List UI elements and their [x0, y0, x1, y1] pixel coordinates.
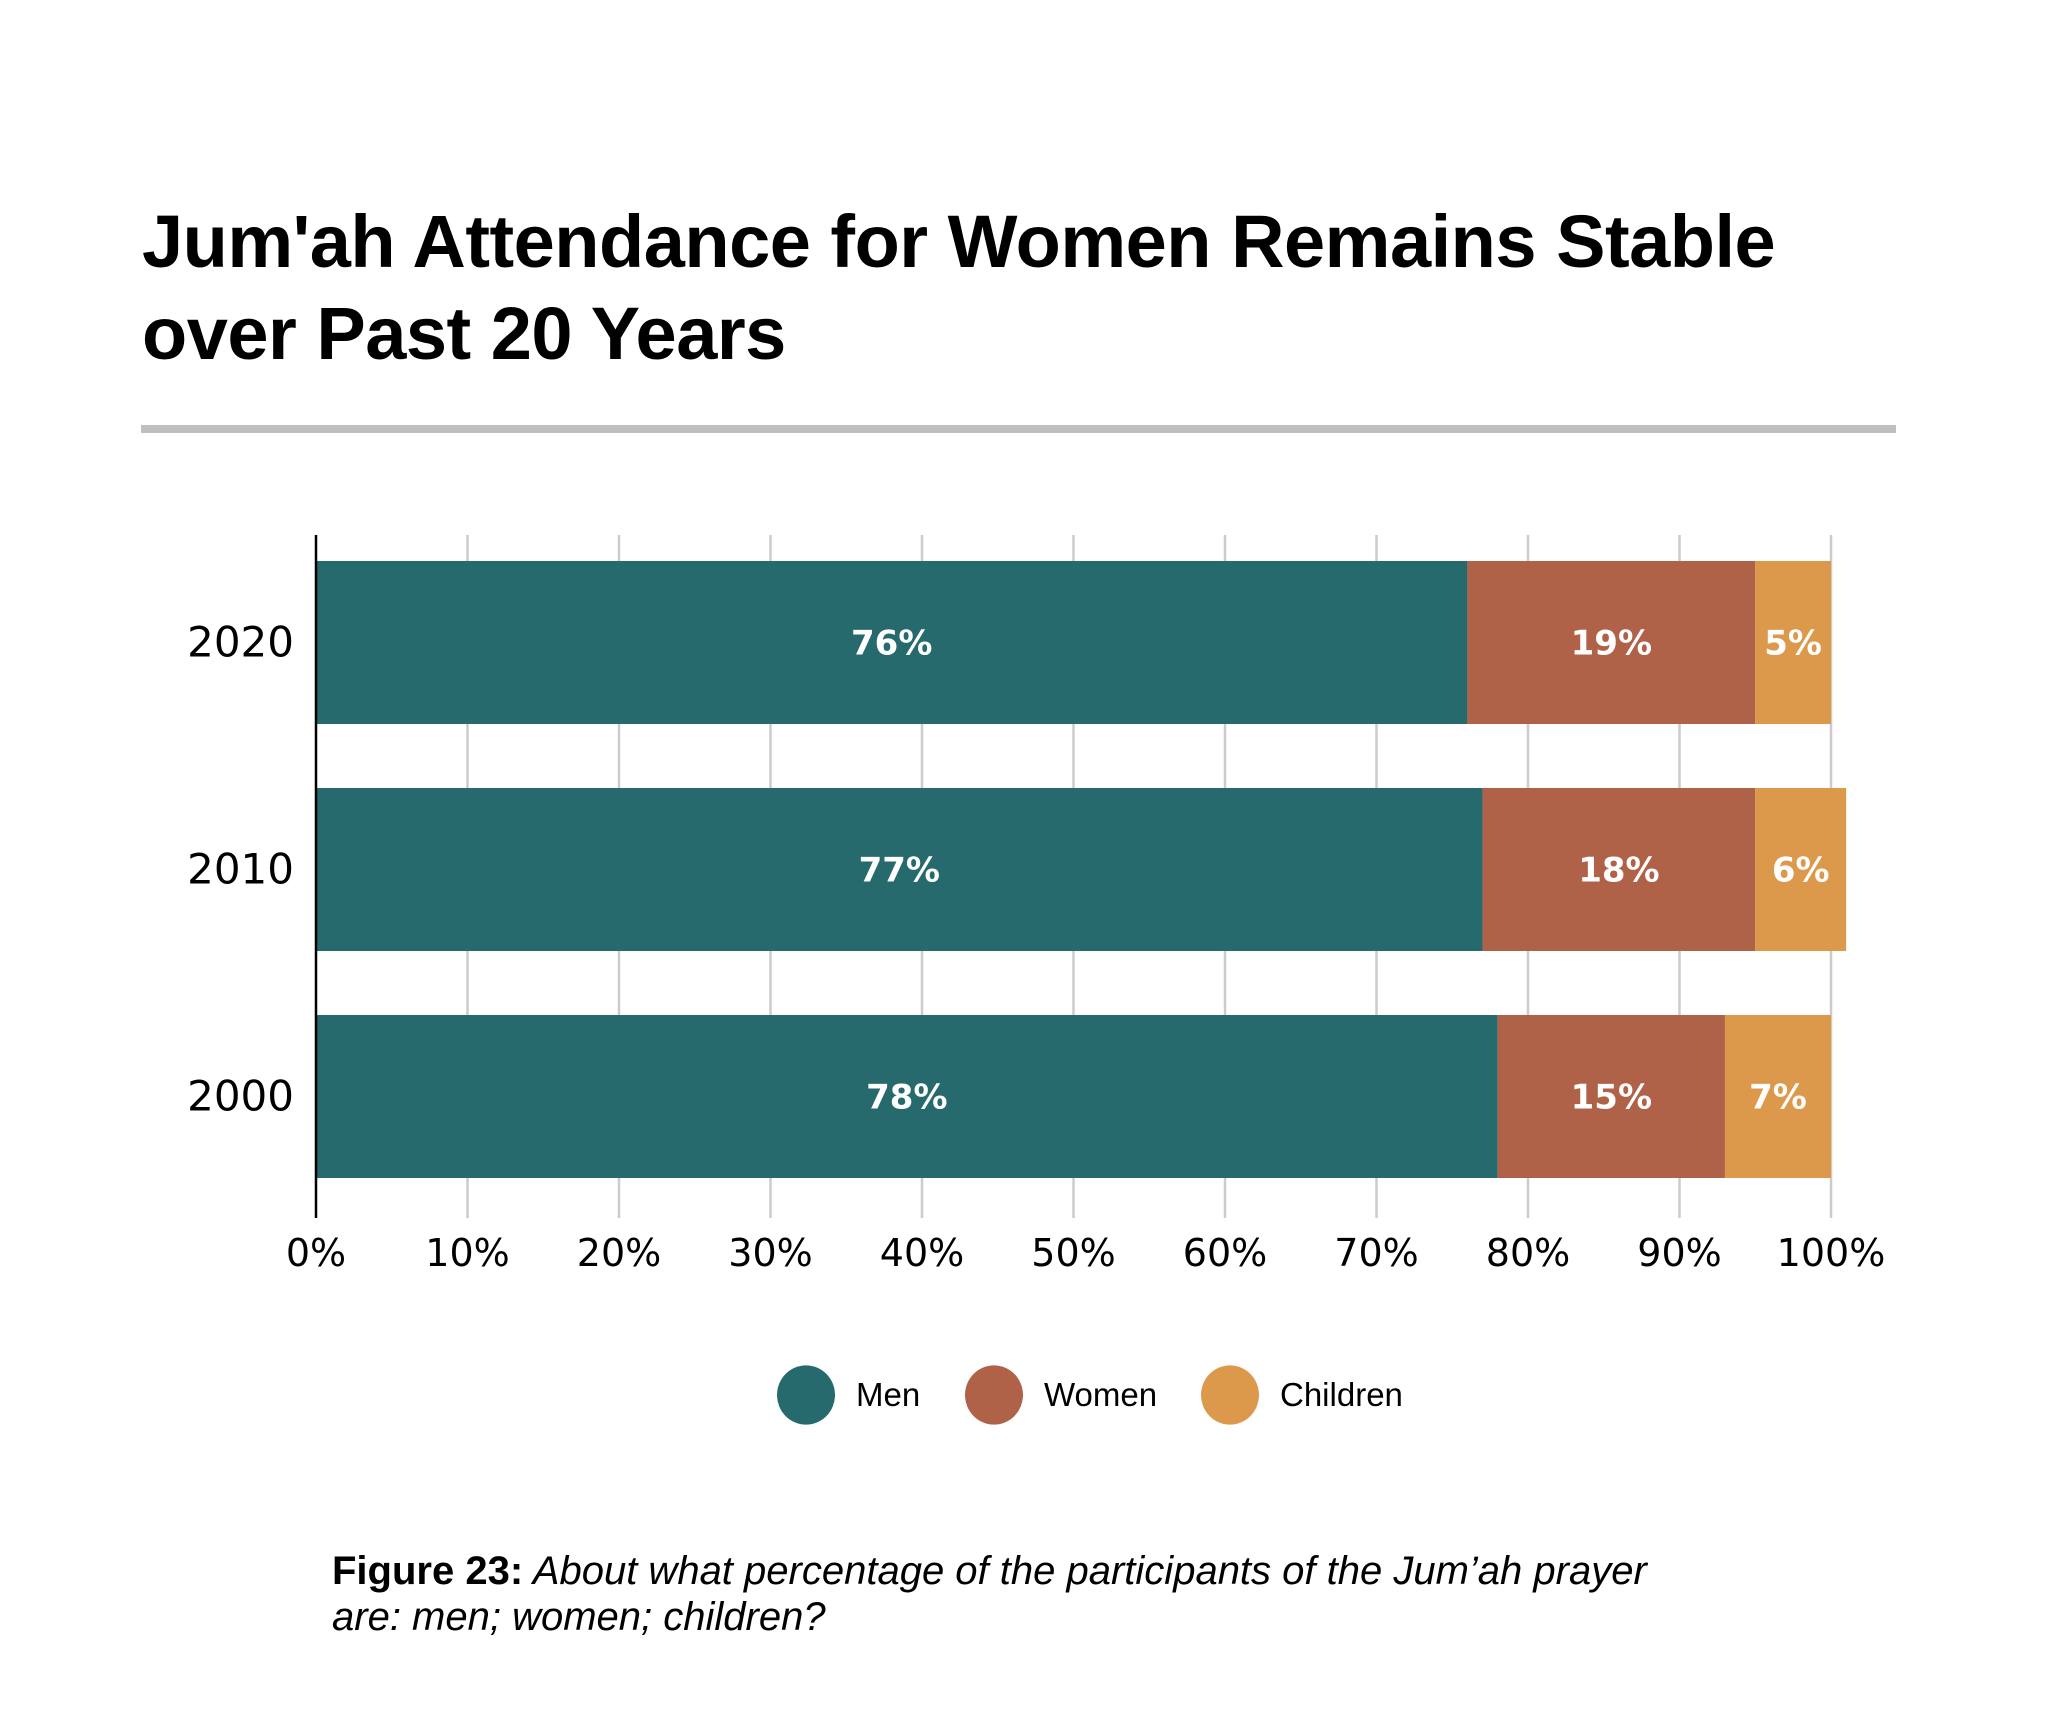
- bar-segment-men: [316, 788, 1483, 951]
- x-axis-labels: 0% 10% 20% 30% 40% 50% 60% 70% 80% 90% 100%: [286, 1231, 1885, 1275]
- y-tick-label: 2010: [187, 845, 294, 894]
- y-tick-label: 2020: [187, 618, 294, 667]
- bar-segment-women: [1467, 561, 1756, 724]
- x-tick-label: 40%: [880, 1231, 964, 1275]
- chart-title-line-2: over Past 20 Years: [142, 292, 786, 375]
- chart-title-line-1: Jum'ah Attendance for Women Remains Stab…: [142, 200, 1776, 283]
- x-tick-label: 20%: [577, 1231, 661, 1275]
- figure-caption: Figure 23: About what percentage of the …: [332, 1548, 1932, 1640]
- legend: Men Women Children: [777, 1365, 1403, 1425]
- bars: 76% 19% 5% 77% 18% 6% 78% 15% 7%: [316, 561, 1847, 1178]
- caption-label: Figure 23:: [332, 1549, 524, 1593]
- legend-label: Women: [1044, 1376, 1157, 1413]
- bar-group-2020: 76% 19% 5%: [316, 561, 1831, 724]
- legend-item-children: Children: [1201, 1365, 1403, 1425]
- x-tick-label: 100%: [1777, 1231, 1886, 1275]
- data-label-women: 15%: [1571, 1078, 1652, 1118]
- legend-label: Children: [1280, 1376, 1403, 1413]
- bar-group-2010: 77% 18% 6%: [316, 788, 1847, 951]
- x-tick-label: 60%: [1183, 1231, 1267, 1275]
- x-tick-label: 50%: [1031, 1231, 1115, 1275]
- bar-segment-men: [316, 561, 1468, 724]
- bar-segment-women: [1497, 1015, 1725, 1178]
- data-label-men: 78%: [866, 1078, 947, 1118]
- x-tick-label: 70%: [1334, 1231, 1418, 1275]
- legend-label: Men: [856, 1376, 920, 1413]
- data-label-men: 77%: [859, 851, 940, 891]
- legend-item-men: Men: [777, 1365, 920, 1425]
- x-tick-label: 90%: [1637, 1231, 1721, 1275]
- x-tick-label: 30%: [728, 1231, 812, 1275]
- data-label-children: 7%: [1749, 1078, 1807, 1118]
- y-axis-labels: 2020 2010 2000: [187, 618, 294, 1121]
- legend-swatch-men-icon: [777, 1365, 835, 1425]
- caption-text-line-1: About what percentage of the participant…: [523, 1549, 1647, 1593]
- data-label-men: 76%: [851, 624, 932, 664]
- bar-segment-children: [1724, 1015, 1831, 1178]
- data-label-women: 18%: [1578, 851, 1659, 891]
- bar-segment-children: [1755, 788, 1847, 951]
- data-label-children: 6%: [1772, 851, 1830, 891]
- legend-swatch-women-icon: [965, 1365, 1023, 1425]
- bar-segment-women: [1482, 788, 1756, 951]
- bar-group-2000: 78% 15% 7%: [316, 1015, 1831, 1178]
- y-tick-label: 2000: [187, 1072, 294, 1121]
- bar-segment-children: [1755, 561, 1831, 724]
- chart-title: Jum'ah Attendance for Women Remains Stab…: [142, 196, 1942, 380]
- x-tick-label: 0%: [286, 1231, 346, 1275]
- legend-swatch-children-icon: [1201, 1365, 1259, 1425]
- x-tick-label: 80%: [1486, 1231, 1570, 1275]
- caption-text-line-2: are: men; women; children?: [332, 1595, 826, 1639]
- x-tick-label: 10%: [425, 1231, 509, 1275]
- data-label-children: 5%: [1764, 624, 1822, 664]
- data-label-women: 19%: [1571, 624, 1652, 664]
- stacked-bar-chart: 76% 19% 5% 77% 18% 6% 78% 15% 7% 2020 2010 2000 0%…: [187, 535, 1885, 1425]
- legend-item-women: Women: [965, 1365, 1157, 1425]
- title-divider: [141, 425, 1896, 433]
- bar-segment-men: [316, 1015, 1498, 1178]
